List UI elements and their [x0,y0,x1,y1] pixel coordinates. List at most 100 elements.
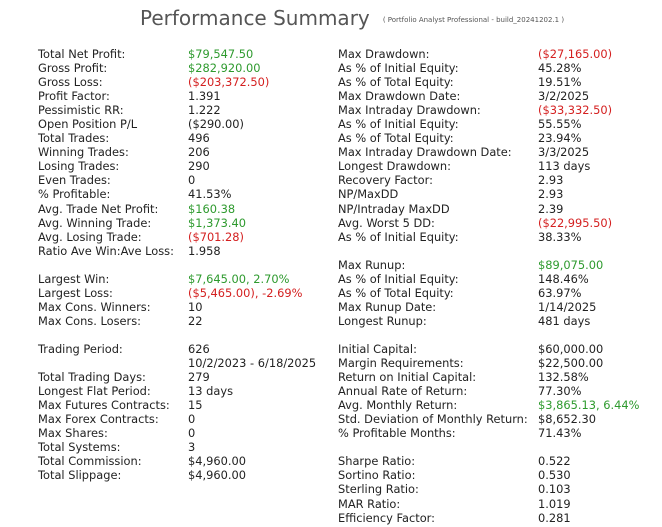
stat-value: $4,960.00 [188,468,246,483]
stat-label: Total Systems: [38,440,121,455]
stat-label: As % of Total Equity: [338,285,454,300]
stat-label: Max Cons. Winners: [38,299,151,314]
stat-label: Longest Runup: [338,313,427,328]
stat-value: 0 [188,412,196,427]
stat-label: Max Drawdown: [338,47,430,61]
stat-value: $89,075.00 [538,257,604,272]
page-title: Performance Summary [140,6,370,30]
stat-value: ($33,332.50) [538,103,613,118]
stat-value: ($203,372.50) [188,75,270,90]
stat-value: 10 [188,299,203,314]
stat-label: As % of Initial Equity: [338,117,459,132]
stat-value: 1.958 [188,243,221,258]
stat-value: 2.93 [538,187,564,202]
stat-value: 13 days [188,384,234,399]
report-header: Performance Summary ( Portfolio Analyst … [140,6,564,30]
stat-label: Avg. Monthly Return: [338,398,458,413]
stat-label: Total Trades: [38,131,110,146]
stat-value: 19.51% [538,75,582,90]
stat-label: Max Cons. Losers: [38,313,141,328]
stat-label: Gross Profit: [38,61,108,76]
stat-value: $3,865.13, 6.44% [538,398,640,413]
stat-value: 22 [188,313,203,328]
stat-label: Trading Period: [38,341,123,356]
stat-value: 1.019 [538,496,571,511]
stat-value: 206 [188,145,210,160]
stat-label: Total Net Profit: [38,47,126,61]
stat-value: 2.93 [538,173,564,188]
stat-value: 0.103 [538,482,571,497]
stat-value: $8,652.30 [538,412,596,427]
stat-value: 15 [188,398,203,413]
stat-label: Std. Deviation of Monthly Return: [338,412,528,427]
stat-value: $160.38 [188,201,236,216]
stat-label: Max Intraday Drawdown: [338,103,481,118]
stat-value: 1.391 [188,89,221,104]
stat-value: 0.530 [538,468,571,483]
stat-label: Profit Factor: [38,89,110,104]
stat-label: As % of Initial Equity: [338,229,459,244]
stat-value: ($701.28) [188,229,244,244]
stat-value: 481 days [538,313,591,328]
stat-label: As % of Initial Equity: [338,61,459,76]
stat-label: Total Slippage: [38,468,122,483]
stat-label: Max Intraday Drawdown Date: [338,145,512,160]
stat-value: 55.55% [538,117,582,132]
stat-label: Avg. Worst 5 DD: [338,215,435,230]
stat-label: NP/Intraday MaxDD [338,201,450,216]
stat-label: Avg. Losing Trade: [38,229,142,244]
stat-value: $22,500.00 [538,356,604,371]
stat-value: $60,000.00 [538,341,604,356]
stat-label: Open Position P/L [38,117,138,132]
stat-label: Efficiency Factor: [338,510,435,525]
stat-value: $1,373.40 [188,215,246,230]
stat-value: $282,920.00 [188,61,261,76]
stat-value: 0.281 [538,510,571,525]
stat-label: Total Commission: [38,454,142,469]
stat-label: Return on Initial Capital: [338,370,477,385]
stat-label: Sterling Ratio: [338,482,419,497]
stat-label: Total Trading Days: [38,370,146,385]
stat-label: Max Futures Contracts: [38,398,170,413]
stat-label: Longest Drawdown: [338,159,451,174]
stat-label: MAR Ratio: [338,496,401,511]
stat-label: As % of Total Equity: [338,75,454,90]
stat-label: Avg. Winning Trade: [38,215,152,230]
stat-value: 3 [188,440,196,455]
stat-value: 3/2/2025 [538,89,590,104]
stat-value: 279 [188,370,210,385]
stat-value: $4,960.00 [188,454,246,469]
stat-value: 290 [188,159,210,174]
stat-label: Largest Loss: [38,285,113,300]
stat-label: Losing Trades: [38,159,120,174]
stat-label: Max Shares: [38,426,108,441]
stat-label: Longest Flat Period: [38,384,151,399]
stat-value: 132.58% [538,370,589,385]
stat-value: 1.222 [188,103,221,118]
stat-value: ($290.00) [188,117,244,132]
stat-label: Gross Loss: [38,75,103,90]
stat-label: Largest Win: [38,271,110,286]
stat-value: 626 [188,341,210,356]
stat-label: As % of Initial Equity: [338,271,459,286]
stat-label: % Profitable: [38,187,111,202]
stat-value: ($5,465.00), -2.69% [188,285,303,300]
stat-label: Max Forex Contracts: [38,412,159,427]
stat-label: Annual Rate of Return: [338,384,468,399]
stat-value: 45.28% [538,61,582,76]
stat-label: As % of Total Equity: [338,131,454,146]
stat-value: 3/3/2025 [538,145,590,160]
stat-value: 71.43% [538,426,582,441]
stat-value: 10/2/2023 - 6/18/2025 [188,356,317,371]
stat-value: 23.94% [538,131,582,146]
stat-label: Ratio Ave Win:Ave Loss: [38,243,174,258]
stat-value: 0.522 [538,454,571,469]
stat-value: ($27,165.00) [538,47,613,61]
stat-value: 41.53% [188,187,232,202]
stat-value: 77.30% [538,384,582,399]
stat-label: Winning Trades: [38,145,129,160]
stat-value: 496 [188,131,210,146]
stat-label: NP/MaxDD [338,187,399,202]
build-subtitle: ( Portfolio Analyst Professional - build… [382,16,565,24]
stat-value: ($22,995.50) [538,215,613,230]
